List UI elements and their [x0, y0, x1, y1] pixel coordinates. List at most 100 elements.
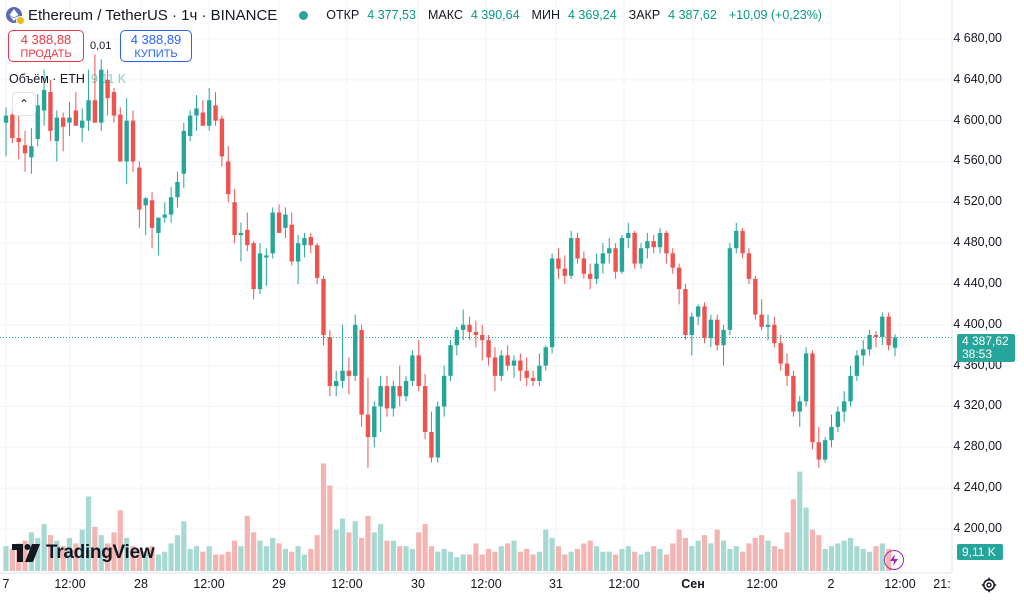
- volume-bar: [346, 532, 352, 571]
- buy-button[interactable]: 4 388,89 КУПИТЬ: [120, 30, 192, 62]
- volume-bar: [352, 521, 358, 571]
- candle-body: [168, 197, 174, 215]
- lightning-icon[interactable]: [884, 550, 904, 570]
- volume-bar: [765, 540, 771, 571]
- time-axis-label: 12:00: [884, 577, 916, 591]
- candle-body: [130, 120, 136, 162]
- time-axis-label: 12:00: [608, 577, 640, 591]
- symbol-header[interactable]: Ethereum / TetherUS · 1ч · BINANCE ОТКР 4…: [6, 5, 822, 25]
- candle-body: [295, 243, 301, 262]
- volume-bar: [860, 548, 866, 571]
- candle: [194, 95, 199, 131]
- candle-body: [251, 243, 256, 290]
- candle-body: [67, 117, 72, 123]
- candle-body: [422, 386, 428, 432]
- candle: [403, 375, 409, 402]
- candle: [327, 329, 333, 397]
- candle: [435, 401, 440, 463]
- volume-bar: [708, 543, 714, 571]
- candle-body: [549, 258, 555, 348]
- price-axis-label: 4 520,00: [953, 194, 1002, 209]
- candle: [124, 98, 129, 184]
- candle-body: [594, 263, 599, 279]
- candle-body: [92, 100, 98, 123]
- volume-bar: [479, 554, 485, 571]
- candle-body: [530, 377, 536, 381]
- tradingview-logo-icon: [12, 544, 40, 562]
- time-axis-label: 12:00: [746, 577, 778, 591]
- volume-bar: [568, 551, 574, 571]
- candle-body: [759, 314, 764, 327]
- candle: [378, 375, 383, 432]
- candle: [422, 373, 428, 440]
- candle: [511, 355, 517, 378]
- candle-body: [60, 117, 66, 127]
- candle-body: [16, 138, 21, 143]
- candle-body: [518, 360, 523, 371]
- high-label: МАКС: [427, 8, 463, 22]
- candle: [448, 340, 453, 381]
- volume-bar: [600, 551, 606, 571]
- market-open-status-icon: [299, 10, 309, 20]
- volume-bar: [466, 554, 473, 571]
- sell-price: 4 388,88: [20, 32, 72, 47]
- volume-bar: [66, 537, 73, 571]
- candle: [60, 112, 66, 152]
- volume-bar: [41, 524, 47, 571]
- time-axis-label: 7: [2, 577, 10, 591]
- volume-bar: [219, 554, 225, 571]
- volume-bar: [251, 532, 257, 571]
- candle-body: [238, 232, 244, 235]
- candle: [162, 202, 167, 223]
- candle-body: [867, 335, 872, 350]
- ethereum-coin-icon: [6, 7, 25, 25]
- candle-body: [461, 324, 466, 330]
- tradingview-logo[interactable]: TradingView: [12, 542, 155, 564]
- volume-bar: [130, 546, 136, 571]
- volume-bar: [314, 535, 320, 571]
- candle-body: [511, 360, 517, 366]
- volume-bar: [428, 546, 435, 571]
- collapse-legend-button[interactable]: ⌃: [12, 92, 36, 116]
- candle: [156, 217, 161, 256]
- time-axis-label: 21:: [933, 577, 951, 591]
- candle-body: [219, 118, 225, 157]
- last-volume-value: 9,11 K: [962, 545, 996, 559]
- volume-bar: [517, 551, 523, 571]
- candle: [429, 411, 434, 463]
- candle-body: [346, 370, 352, 376]
- candle-body: [226, 161, 231, 195]
- candle: [111, 87, 117, 123]
- symbol-title[interactable]: Ethereum / TetherUS · 1ч · BINANCE: [28, 6, 278, 24]
- volume-bar: [257, 540, 263, 571]
- settings-gear-icon[interactable]: [980, 576, 998, 594]
- volume-bar: [403, 546, 409, 571]
- low-value: 4 369,24: [567, 8, 617, 22]
- volume-bar: [816, 535, 822, 571]
- volume-bar: [581, 543, 587, 571]
- candle: [461, 309, 466, 341]
- candle: [848, 365, 853, 407]
- volume-bar: [574, 548, 581, 571]
- volume-bar: [181, 521, 187, 571]
- time-axis-label: 12:00: [54, 577, 86, 591]
- volume-bar: [359, 537, 365, 571]
- volume-indicator-legend[interactable]: Объём · ETH 9,11 K: [9, 72, 126, 86]
- close-value: 4 387,62: [668, 8, 717, 22]
- price-axis-label: 4 280,00: [953, 439, 1002, 454]
- volume-bar: [873, 546, 879, 571]
- price-axis-label: 4 320,00: [953, 398, 1002, 413]
- candle: [499, 350, 504, 381]
- volume-bar: [746, 543, 752, 571]
- volume-bar: [282, 548, 288, 571]
- volume-bar: [327, 485, 333, 571]
- candle-body: [41, 90, 47, 111]
- candle: [873, 330, 879, 348]
- sell-button[interactable]: 4 388,88 ПРОДАТЬ: [8, 30, 84, 62]
- candle-body: [397, 386, 402, 397]
- candle: [226, 146, 231, 203]
- volume-bar: [879, 543, 885, 571]
- change-value: +10,09 (+0,23%): [728, 8, 822, 22]
- candle-body: [797, 401, 802, 412]
